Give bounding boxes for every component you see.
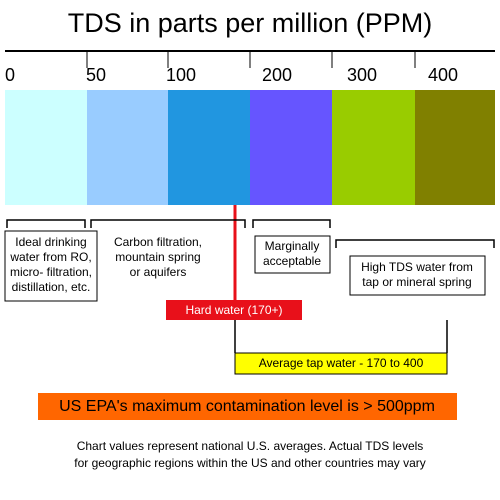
note-line: or aquifers [130, 265, 187, 279]
footer-line: for geographic regions within the US and… [74, 456, 426, 470]
epa-label: US EPA's maximum contamination level is … [59, 398, 435, 415]
scale-label: 300 [347, 65, 377, 85]
scale-label: 100 [166, 65, 196, 85]
title: TDS in parts per million (PPM) [68, 8, 433, 38]
note-line: water from RO, [9, 250, 91, 264]
hard-water-box [166, 300, 302, 320]
note-line: Carbon filtration, [114, 235, 202, 249]
scale-label: 0 [5, 65, 15, 85]
note-line: Marginally [265, 239, 320, 253]
note-line: distillation, etc. [12, 280, 91, 294]
note-line: micro- filtration, [10, 265, 92, 279]
scale-ticks [86, 52, 416, 68]
scale-label: 50 [86, 65, 106, 85]
brackets [6, 219, 495, 248]
note-box [254, 235, 331, 274]
note-box [349, 255, 486, 296]
footer-line: Chart values represent national U.S. ave… [77, 439, 424, 453]
scale-label: 200 [262, 65, 292, 85]
note-line: acceptable [263, 254, 321, 268]
note-line: High TDS water from [361, 260, 473, 274]
note-line: mountain spring [115, 250, 200, 264]
note-line: tap or mineral spring [362, 275, 471, 289]
range-lines [234, 320, 448, 353]
hard-water-label: Hard water (170+) [185, 303, 282, 317]
average-label: Average tap water - 170 to 400 [259, 356, 424, 370]
average-box [234, 352, 448, 375]
scale-label: 400 [428, 65, 458, 85]
note-box [4, 230, 98, 302]
epa-banner [38, 393, 457, 420]
color-scale [5, 90, 495, 205]
note-line: Ideal drinking [15, 235, 86, 249]
